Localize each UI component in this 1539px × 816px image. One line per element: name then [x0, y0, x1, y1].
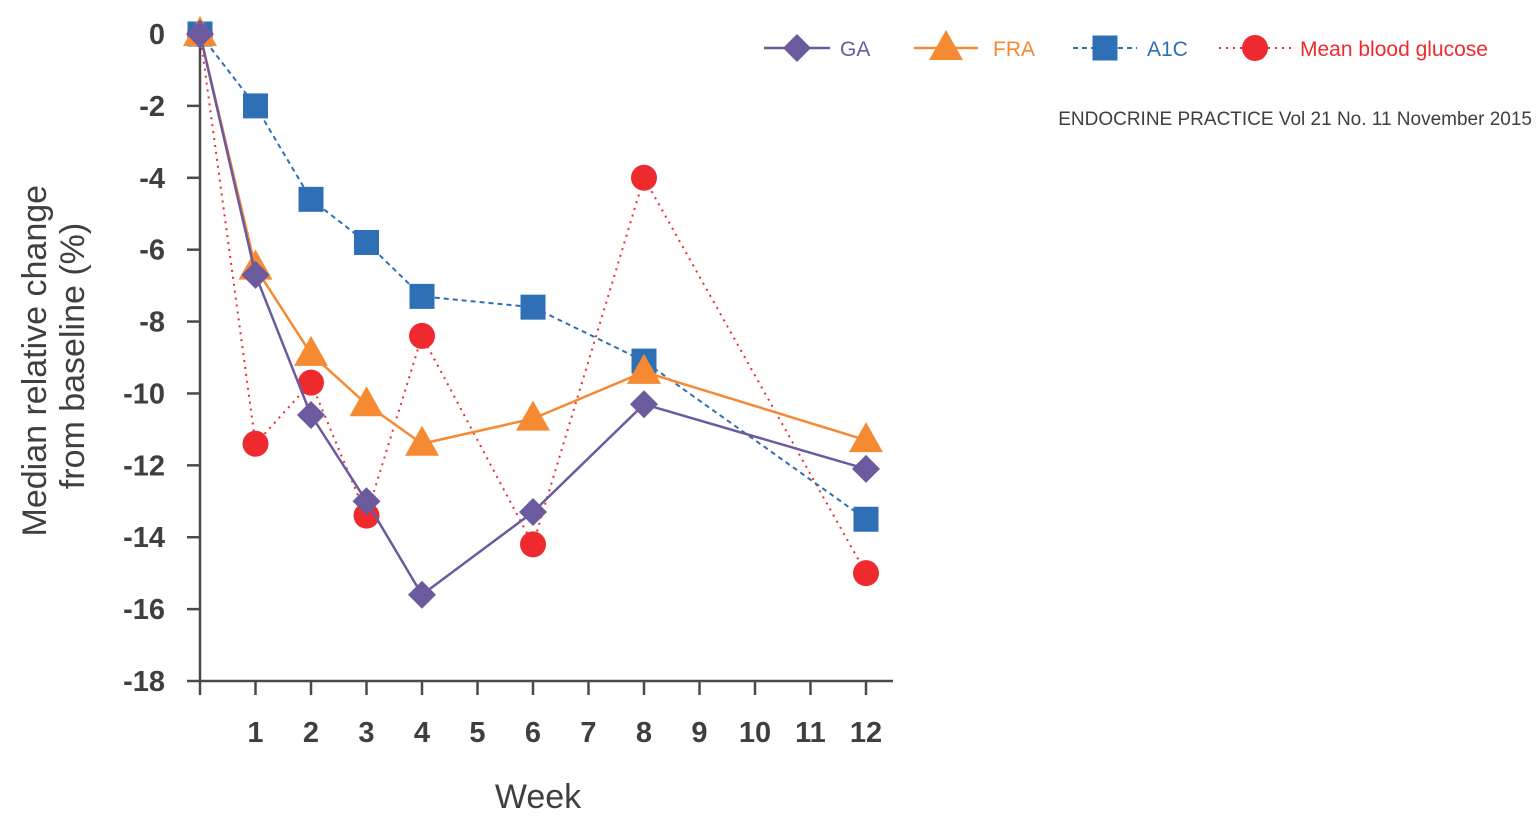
- y-tick-label: -6: [139, 235, 165, 267]
- y-tick-label: -18: [123, 666, 165, 698]
- data-point-ga: [352, 487, 381, 516]
- series-line-mean-blood-glucose: [199, 33, 867, 574]
- data-point-mean-blood-glucose: [631, 164, 657, 191]
- y-axis-title: Median relative change from baseline (%): [16, 175, 92, 536]
- data-point-ga: [408, 580, 436, 609]
- legend-item-fra: FRA: [914, 30, 1035, 61]
- legend-label: GA: [840, 38, 870, 61]
- series-a1c: [187, 21, 879, 532]
- legend-marker: [1092, 35, 1118, 61]
- y-axis-title-line-1: Median relative change: [16, 185, 54, 537]
- x-tick-label: 12: [850, 717, 882, 749]
- y-tick-label: -2: [139, 91, 165, 123]
- data-point-fra: [294, 335, 328, 366]
- x-tick-label: 6: [525, 717, 541, 749]
- y-axis-title-line-2: from baseline (%): [54, 223, 92, 489]
- data-point-ga: [186, 20, 214, 48]
- legend-item-a1c: A1C: [1073, 35, 1188, 61]
- y-tick-label: -8: [139, 307, 165, 339]
- data-point-ga: [241, 260, 270, 289]
- y-tick-label: -10: [123, 378, 165, 410]
- legend-marker: [783, 34, 811, 62]
- x-tick-label: 8: [636, 717, 652, 749]
- data-point-mean-blood-glucose: [298, 369, 324, 396]
- y-tick-label: -12: [123, 450, 165, 482]
- x-tick-label: 11: [795, 717, 826, 749]
- series-layer: [183, 16, 883, 609]
- data-point-a1c: [409, 283, 435, 309]
- legend-marker: [929, 30, 963, 60]
- data-point-a1c: [853, 506, 879, 532]
- data-point-mean-blood-glucose: [853, 560, 879, 587]
- series-line-ga: [198, 33, 867, 596]
- y-tick-label: -14: [123, 522, 165, 554]
- x-tick-label: 5: [469, 717, 485, 749]
- data-point-mean-blood-glucose: [520, 531, 546, 558]
- x-tick-label: 2: [303, 717, 319, 749]
- y-tick-label: -16: [123, 594, 165, 626]
- data-point-a1c: [354, 229, 379, 255]
- legend-label: A1C: [1147, 38, 1188, 61]
- legend-label: Mean blood glucose: [1300, 38, 1488, 61]
- x-tick-label: 9: [691, 717, 707, 749]
- data-point-fra: [849, 422, 883, 453]
- legend: GA FRA A1C Mean blood glucose: [764, 30, 1488, 62]
- data-point-ga: [852, 454, 880, 483]
- data-point-a1c: [520, 294, 546, 320]
- series-line-fra: [198, 33, 867, 446]
- y-tick-label: -4: [139, 163, 165, 195]
- legend-item-ga: GA: [764, 34, 870, 62]
- y-tick-label: 0: [149, 19, 165, 51]
- legend-marker: [1242, 35, 1268, 61]
- data-point-mean-blood-glucose: [353, 502, 380, 529]
- legend-item-mean-blood-glucose: Mean blood glucose: [1219, 35, 1488, 61]
- series-line-a1c: [199, 33, 867, 521]
- x-tick-label: 3: [358, 717, 374, 749]
- data-point-a1c: [243, 93, 268, 119]
- x-axis-title: Week: [495, 778, 582, 816]
- data-point-fra: [349, 386, 384, 417]
- x-tick-label: 7: [580, 717, 596, 749]
- data-point-fra: [516, 400, 550, 431]
- data-point-ga: [297, 401, 325, 430]
- data-point-fra: [627, 353, 661, 384]
- data-point-ga: [630, 390, 658, 419]
- x-tick-label: 10: [739, 717, 771, 749]
- data-point-fra: [405, 425, 439, 456]
- x-tick-label: 1: [247, 717, 263, 749]
- series-ga: [186, 20, 880, 609]
- data-point-mean-blood-glucose: [242, 430, 269, 457]
- data-point-mean-blood-glucose: [409, 322, 435, 349]
- axes: 0-2-4-6-8-10-12-14-16-181 2 3 4 5 6 7 8 9 10 11 12: [123, 19, 893, 749]
- source-note: ENDOCRINE PRACTICE Vol 21 No. 11 Novembe…: [1058, 109, 1532, 130]
- data-point-a1c: [298, 186, 324, 212]
- series-fra: [183, 16, 883, 456]
- legend-label: FRA: [993, 38, 1035, 61]
- data-point-ga: [519, 498, 547, 527]
- x-tick-label: 4: [414, 717, 430, 749]
